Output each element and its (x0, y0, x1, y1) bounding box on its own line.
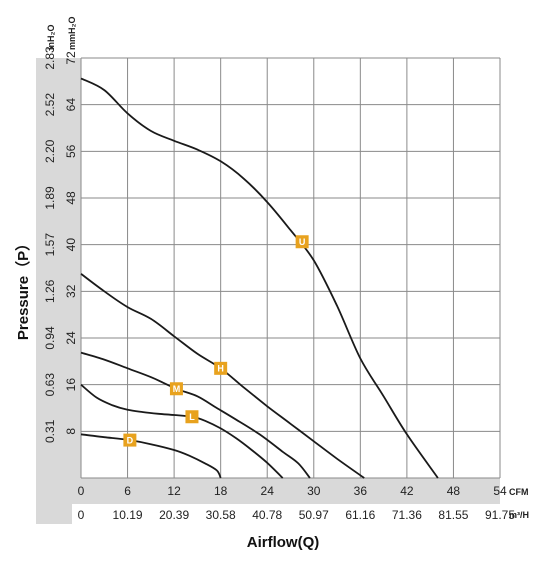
x-tick-label-secondary: 50.97 (299, 508, 329, 522)
x-tick-label: 42 (400, 484, 414, 498)
x-tick-label: 6 (124, 484, 131, 498)
y-tick-label: 40 (64, 238, 78, 252)
x-axis-title: Airflow(Q) (247, 534, 320, 551)
x-secondary-band (72, 504, 500, 524)
curve-label-m: M (173, 384, 181, 394)
y-tick-label: 56 (64, 144, 78, 158)
x-unit-primary: CFM (509, 487, 529, 497)
grid (80, 57, 501, 479)
y-tick-label: 64 (64, 98, 78, 112)
curve-l (80, 383, 284, 479)
y-tick-labels: 8 0.31 16 0.63 24 0.94 32 1.26 40 1.57 48 1.89 56 2.2… (43, 46, 78, 443)
curve-label-box-h (214, 361, 228, 375)
y-tick-label-secondary: 2.83 (43, 46, 57, 70)
curve-label-u: U (299, 237, 306, 247)
y-unit-secondary: inH₂O (46, 25, 56, 51)
y-tick-label-secondary: 2.52 (43, 93, 57, 117)
x-tick-label: 48 (447, 484, 461, 498)
x-tick-label-secondary: 20.39 (159, 508, 189, 522)
x-tick-label-secondary: 61.16 (345, 508, 375, 522)
x-tick-label-secondary: 30.58 (206, 508, 236, 522)
y-tick-label-secondary: 1.26 (43, 279, 57, 303)
y-tick-label: 16 (64, 378, 78, 392)
x-tick-label-secondary: 71.36 (392, 508, 422, 522)
y-axis-band (36, 58, 81, 524)
curve-label-box-l (185, 410, 199, 424)
y-tick-label: 32 (64, 284, 78, 298)
y-tick-label-secondary: 1.89 (43, 186, 57, 210)
curve-label-l: L (189, 412, 195, 422)
x-tick-label-secondary: 40.78 (252, 508, 282, 522)
x-tick-label: 54 (493, 484, 507, 498)
y-tick-label-secondary: 1.57 (43, 233, 57, 257)
y-axis-title: Pressure（P） (14, 236, 32, 340)
y-tick-label-secondary: 2.20 (43, 139, 57, 163)
y-tick-label-secondary: 0.31 (43, 419, 57, 443)
x-tick-label: 0 (78, 484, 85, 498)
x-tick-label: 36 (354, 484, 368, 498)
curve-labels: U H M L D (123, 235, 309, 447)
x-tick-label: 24 (261, 484, 275, 498)
y-tick-label: 24 (64, 331, 78, 345)
y-tick-label-secondary: 0.63 (43, 373, 57, 397)
x-unit-secondary: m³/H (509, 510, 529, 520)
curve-label-box-m (169, 382, 183, 396)
y-tick-label: 48 (64, 191, 78, 205)
curve-u (80, 77, 439, 479)
x-tick-labels: 0 0 6 10.19 12 20.39 18 30.58 24 40.78 30 50.97 36 61… (78, 484, 516, 522)
y-tick-label-secondary: 0.94 (43, 326, 57, 350)
curve-label-box-d (123, 433, 137, 447)
x-tick-label-secondary: 10.19 (113, 508, 143, 522)
x-tick-label-secondary: 0 (78, 508, 85, 522)
y-tick-label: 8 (64, 428, 78, 435)
curve-m (80, 351, 311, 479)
x-tick-label: 30 (307, 484, 321, 498)
curve-d (80, 433, 222, 479)
curve-label-d: D (127, 435, 134, 445)
plot-area (81, 58, 500, 478)
curve-label-box-u (295, 235, 309, 249)
x-tick-label: 18 (214, 484, 228, 498)
x-tick-label: 12 (167, 484, 181, 498)
y-tick-label: 72 (64, 51, 78, 65)
x-tick-label-secondary: 91.75 (485, 508, 515, 522)
curve-label-h: H (217, 364, 224, 374)
x-tick-label-secondary: 81.55 (438, 508, 468, 522)
y-unit-primary: mmH₂O (67, 16, 77, 50)
